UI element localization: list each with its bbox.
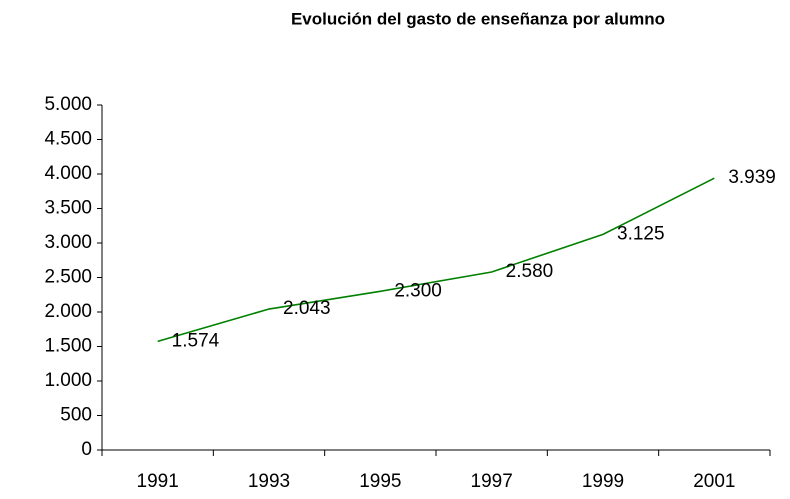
x-tick-label: 1999 [582, 471, 624, 492]
x-tick-label: 1991 [137, 471, 179, 492]
x-tick-label: 1993 [248, 471, 290, 492]
y-tick-label: 5.000 [44, 94, 92, 115]
data-label: 2.043 [283, 298, 331, 319]
y-tick-label: 0 [81, 439, 92, 460]
data-label: 2.300 [394, 280, 442, 301]
y-tick-label: 2.500 [44, 267, 92, 288]
data-label: 3.939 [728, 167, 776, 188]
data-label: 1.574 [172, 330, 220, 351]
y-tick-label: 2.000 [44, 301, 92, 322]
y-tick-label: 1.000 [44, 370, 92, 391]
y-tick-label: 3.000 [44, 232, 92, 253]
chart-title: Evolución del gasto de enseñanza por alu… [291, 9, 665, 28]
data-label: 3.125 [617, 223, 665, 244]
x-tick-label: 2001 [693, 471, 735, 492]
y-tick-label: 3.500 [44, 198, 92, 219]
y-tick-label: 4.500 [44, 129, 92, 150]
line [157, 177, 715, 343]
y-tick-label: 500 [60, 405, 92, 426]
y-tick-label: 4.000 [44, 163, 92, 184]
x-tick-label: 1997 [471, 471, 513, 492]
data-label: 2.580 [506, 261, 554, 282]
x-tick-label: 1995 [359, 471, 401, 492]
y-tick-label: 1.500 [44, 336, 92, 357]
